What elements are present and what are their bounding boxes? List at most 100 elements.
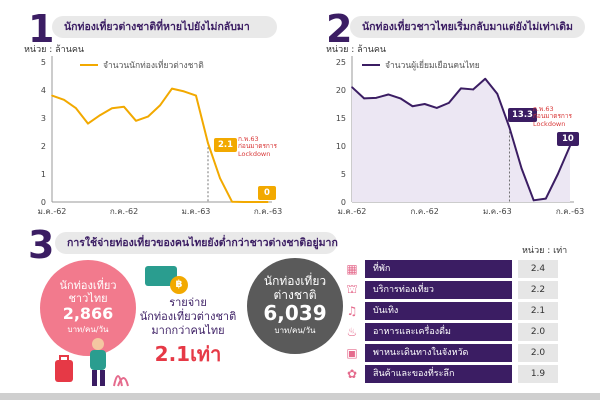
chart-thai-visitors: หน่วย : ล้านคน จำนวนผู้เยี่ยมเยือนคนไทย … bbox=[300, 40, 600, 225]
chart2-end-value: 10 bbox=[557, 132, 579, 146]
foreign-circle-label-1: นักท่องเที่ยว bbox=[263, 274, 327, 289]
data-point bbox=[87, 122, 89, 125]
table-row: ▦ ที่พัก 2.4 bbox=[343, 260, 558, 278]
data-point bbox=[448, 102, 450, 104]
table-row-value: 2.0 bbox=[518, 344, 558, 362]
section3-title: การใช้จ่ายท่องเที่ยวของคนไทยยังต่ำกว่าชา… bbox=[55, 232, 338, 254]
table-row-value: 2.0 bbox=[518, 323, 558, 341]
legend-label: จำนวนผู้เยี่ยมเยือนคนไทย bbox=[385, 61, 480, 71]
data-point bbox=[520, 167, 523, 170]
x-tick-label: ก.ค.-63 bbox=[556, 207, 584, 216]
x-tick-label: ม.ค.-62 bbox=[38, 207, 67, 216]
chart1-svg: 0 1 2 3 4 5 ม.ค.-62 ก.ค.-62 ม.ค.-63 ก.ค.-63 bbox=[38, 56, 282, 216]
table-row: ✿ สินค้าและของที่ระลึก 1.9 bbox=[343, 365, 558, 383]
y-tick-label: 2 bbox=[41, 142, 46, 151]
data-point bbox=[532, 199, 535, 202]
data-point bbox=[423, 103, 426, 105]
table-row-value: 2.2 bbox=[518, 281, 558, 299]
data-point bbox=[557, 173, 559, 175]
chart2-annotation-value: 13.3 bbox=[508, 108, 537, 122]
data-point bbox=[195, 94, 197, 97]
table-row-value: 2.1 bbox=[518, 302, 558, 320]
x-tick-label: ม.ค.-63 bbox=[182, 207, 211, 216]
table-row-label: บันเทิง bbox=[365, 302, 512, 320]
section2-title: นักท่องเที่ยวชาวไทยเริ่มกลับมาแต่ยังไม่เ… bbox=[350, 16, 585, 38]
thai-circle-unit: บาท/คน/วัน bbox=[67, 324, 109, 334]
table-row-value: 2.4 bbox=[518, 260, 558, 278]
data-point bbox=[183, 90, 185, 93]
data-point bbox=[111, 107, 113, 109]
y-tick-label: 25 bbox=[336, 58, 346, 67]
y-tick-label: 5 bbox=[341, 170, 346, 179]
y-tick-label: 10 bbox=[336, 142, 346, 151]
tour-icon: ⛫ bbox=[346, 282, 358, 296]
foreign-circle-unit: บาท/คน/วัน bbox=[274, 325, 316, 335]
section2-unit: หน่วย : ล้านคน bbox=[326, 45, 387, 55]
section1-unit: หน่วย : ล้านคน bbox=[24, 45, 85, 55]
thai-circle-label-1: นักท่องเที่ยว bbox=[59, 279, 117, 293]
data-point bbox=[375, 97, 378, 99]
data-point bbox=[243, 201, 245, 203]
x-tick-label: ม.ค.-62 bbox=[338, 207, 367, 216]
table-row-label: พาหนะเดินทางในจังหวัด bbox=[365, 344, 512, 362]
data-point bbox=[99, 114, 101, 116]
data-point bbox=[472, 88, 474, 91]
data-point bbox=[123, 106, 125, 108]
y-tick-label: 0 bbox=[341, 198, 346, 207]
data-point bbox=[219, 177, 221, 179]
table-row: ⛫ บริการท่องเที่ยว 2.2 bbox=[343, 281, 558, 299]
legend-swatch-orange bbox=[80, 64, 98, 66]
data-point bbox=[363, 97, 365, 100]
section1-number: 1 bbox=[28, 7, 55, 51]
section2-number: 2 bbox=[326, 7, 353, 51]
data-point bbox=[63, 99, 65, 101]
data-point bbox=[75, 107, 77, 109]
food-icon: ♨ bbox=[346, 325, 358, 339]
data-point bbox=[508, 126, 511, 129]
entertainment-icon: ♫ bbox=[346, 304, 358, 318]
data-point bbox=[135, 120, 137, 122]
data-point bbox=[387, 93, 390, 96]
y-tick-label: 5 bbox=[41, 58, 46, 67]
legend-label: จำนวนนักท่องเที่ยวต่างชาติ bbox=[103, 61, 204, 71]
chart2-svg: 0 5 10 15 20 25 ม.ค.-62 ก.ค.-62 ม.ค.-63 ก.ค.-63 bbox=[336, 56, 584, 216]
foreign-circle-value: 6,039 bbox=[263, 300, 327, 325]
data-point bbox=[207, 142, 209, 144]
building-icon: ▦ bbox=[346, 262, 358, 276]
table-row-label: สินค้าและของที่ระลึก bbox=[365, 365, 512, 383]
data-point bbox=[351, 86, 353, 88]
x-tick-label: ก.ค.-62 bbox=[110, 207, 138, 216]
section1-title: นักท่องเที่ยวต่างชาติที่หายไปยังไม่กลับม… bbox=[52, 16, 277, 38]
y-tick-label: 3 bbox=[41, 114, 46, 123]
y-tick-label: 0 bbox=[41, 198, 46, 207]
data-point bbox=[484, 78, 487, 80]
data-point bbox=[159, 104, 161, 107]
shopping-icon: ✿ bbox=[346, 367, 358, 381]
y-tick-label: 20 bbox=[336, 86, 346, 95]
data-point bbox=[255, 201, 257, 203]
data-point bbox=[544, 197, 547, 200]
table-row-label: อาหารและเครื่องดื่ม bbox=[365, 323, 512, 341]
table-row-label: ที่พัก bbox=[365, 260, 512, 278]
y-tick-label: 4 bbox=[41, 86, 46, 95]
data-point bbox=[231, 200, 233, 203]
x-tick-label: ก.ค.-62 bbox=[410, 207, 438, 216]
traveler-illustration bbox=[55, 338, 129, 387]
bottom-bar bbox=[0, 393, 600, 400]
table-row-label: บริการท่องเที่ยว bbox=[365, 281, 512, 299]
section3-number: 3 bbox=[28, 223, 55, 267]
compare-multiplier: 2.1เท่า bbox=[154, 342, 222, 366]
money-icon bbox=[145, 266, 177, 286]
compare-text: รายจ่าย นักท่องเที่ยวต่างชาติ มากกว่าคนไ… bbox=[139, 296, 237, 337]
data-point bbox=[147, 115, 149, 118]
y-tick-label: 15 bbox=[336, 114, 346, 123]
thai-spending-circle: นักท่องเที่ยว ชาวไทย 2,866 บาท/คน/วัน bbox=[40, 260, 136, 356]
data-point bbox=[171, 87, 173, 90]
legend-swatch-purple bbox=[362, 64, 380, 66]
chart1-annotation-note: ก.พ.63 ก่อนมาตรการ Lockdown bbox=[238, 135, 278, 158]
data-point bbox=[435, 107, 438, 109]
table-unit: หน่วย : เท่า bbox=[522, 246, 568, 256]
data-point bbox=[496, 93, 499, 95]
table-row: ♫ บันเทิง 2.1 bbox=[343, 302, 558, 320]
data-point bbox=[411, 105, 414, 108]
